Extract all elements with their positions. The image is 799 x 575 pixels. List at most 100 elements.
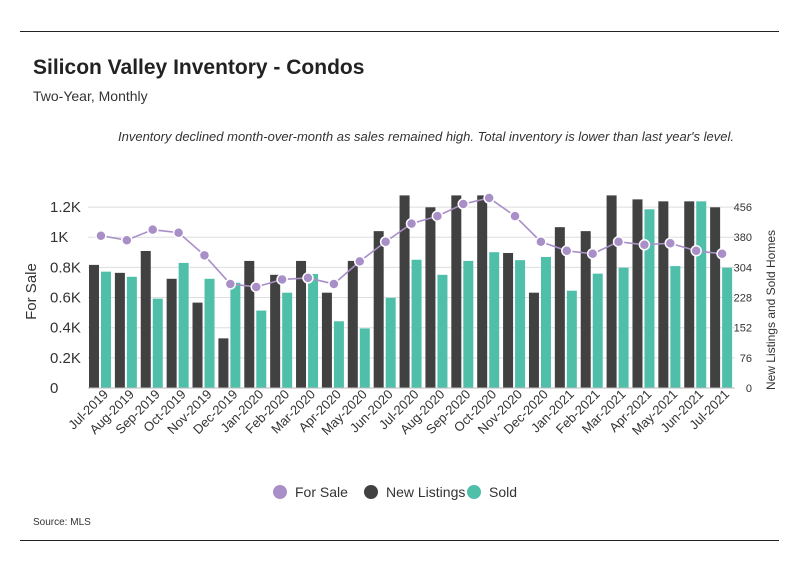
y-right-tick-label: 456: [734, 202, 752, 214]
bar-new-listings: [114, 272, 125, 388]
bar-sold: [592, 273, 603, 388]
point-for-sale: [638, 239, 651, 251]
point-for-sale: [95, 229, 107, 242]
y-left-tick-label: 0: [50, 380, 58, 397]
point-for-sale: [483, 192, 495, 204]
y-left-axis-title: For Sale: [23, 263, 40, 320]
point-for-sale: [353, 255, 366, 268]
point-for-sale: [509, 210, 521, 222]
y-left-tick-label: 1.2K: [50, 199, 81, 216]
bar-new-listings: [140, 250, 151, 388]
bar-new-listings: [373, 231, 384, 388]
legend-label-new-listings: New Listings: [386, 484, 465, 500]
bar-sold: [178, 262, 189, 388]
bar-sold: [722, 267, 733, 388]
point-for-sale: [276, 273, 288, 286]
y-right-tick-label: 228: [734, 292, 752, 304]
point-for-sale: [379, 235, 392, 248]
point-for-sale: [664, 237, 677, 249]
y-left-tick-label: 0.8K: [50, 259, 81, 276]
bar-sold: [696, 201, 707, 388]
y-left-tick-label: 1K: [50, 229, 68, 246]
point-for-sale: [561, 245, 573, 257]
point-for-sale: [146, 223, 159, 236]
bar-sold: [437, 274, 448, 388]
point-for-sale: [121, 234, 133, 246]
legend-marker-for-sale: [273, 485, 287, 499]
legend-label-sold: Sold: [489, 484, 517, 500]
legend-marker-new-listings: [364, 485, 378, 499]
bar-new-listings: [528, 292, 539, 388]
bar-new-listings: [606, 195, 617, 388]
point-for-sale: [250, 281, 262, 293]
bar-sold: [101, 271, 111, 388]
y-right-tick-label: 304: [734, 262, 752, 274]
bar-new-listings: [166, 278, 177, 388]
source-note: Source: MLS: [33, 517, 91, 528]
point-for-sale: [431, 210, 444, 222]
legend-marker-sold: [467, 485, 481, 499]
point-for-sale: [690, 245, 702, 257]
bar-new-listings: [503, 252, 514, 388]
chart-annotation: Inventory declined month-over-month as s…: [118, 129, 734, 144]
bar-sold: [152, 298, 163, 388]
point-for-sale: [224, 278, 237, 290]
bar-sold: [411, 259, 422, 388]
bar-new-listings: [632, 199, 643, 388]
inventory-chart: 0 0.2K 0.4K 0.6K 0.8K 1K 1.2K 0 76 152 228 304 380 45…: [23, 192, 778, 500]
bar-sold: [566, 290, 577, 388]
y-right-tick-label: 152: [734, 323, 752, 335]
bar-new-listings: [321, 292, 332, 388]
bar-sold: [126, 276, 137, 388]
bottom-rule: [20, 540, 779, 541]
point-for-sale: [586, 248, 599, 260]
y-right-tick-label: 0: [746, 383, 752, 395]
bar-new-listings: [710, 207, 721, 388]
y-left-tick-label: 0.6K: [50, 290, 81, 307]
bar-sold: [333, 321, 344, 388]
point-for-sale: [198, 249, 211, 262]
bar-new-listings: [554, 227, 565, 388]
line-for-sale: [100, 197, 723, 288]
bar-new-listings: [684, 201, 695, 388]
bar-new-listings: [658, 201, 669, 388]
bar-sold: [282, 292, 293, 388]
top-rule: [20, 31, 779, 32]
bar-sold: [385, 297, 396, 388]
bar-sold: [540, 256, 551, 388]
y-left-tick-label: 0.4K: [50, 320, 81, 337]
bar-sold: [308, 274, 319, 388]
bar-new-listings: [580, 231, 591, 388]
bar-new-listings: [399, 195, 410, 388]
bar-new-listings: [477, 195, 488, 388]
bar-sold: [515, 260, 526, 388]
y-right-tick-label: 380: [734, 232, 752, 244]
point-for-sale: [328, 278, 340, 290]
bar-sold: [618, 267, 629, 388]
bar-sold: [489, 252, 500, 388]
bar-sold: [204, 278, 215, 388]
bar-sold: [359, 328, 370, 388]
bar-sold: [644, 209, 655, 388]
bar-sold: [670, 266, 681, 388]
chart-title: Silicon Valley Inventory - Condos: [33, 56, 365, 79]
point-for-sale: [302, 272, 314, 284]
bar-new-listings: [244, 260, 255, 388]
bar-new-listings: [296, 260, 307, 388]
bar-sold: [463, 260, 474, 388]
y-right-tick-label: 76: [740, 353, 752, 365]
point-for-sale: [457, 198, 470, 210]
bar-new-listings: [451, 195, 462, 388]
legend-label-for-sale: For Sale: [295, 484, 348, 500]
bar-sold: [256, 310, 267, 388]
bar-new-listings: [218, 338, 229, 388]
bar-new-listings: [347, 260, 358, 388]
bar-new-listings: [270, 274, 281, 388]
point-for-sale: [612, 235, 625, 248]
bar-new-listings: [425, 207, 436, 388]
chart-subtitle: Two-Year, Monthly: [33, 88, 148, 104]
y-left-tick-label: 0.2K: [50, 350, 81, 367]
bar-new-listings: [192, 302, 203, 388]
bar-sold: [230, 282, 241, 388]
point-for-sale: [172, 226, 185, 239]
